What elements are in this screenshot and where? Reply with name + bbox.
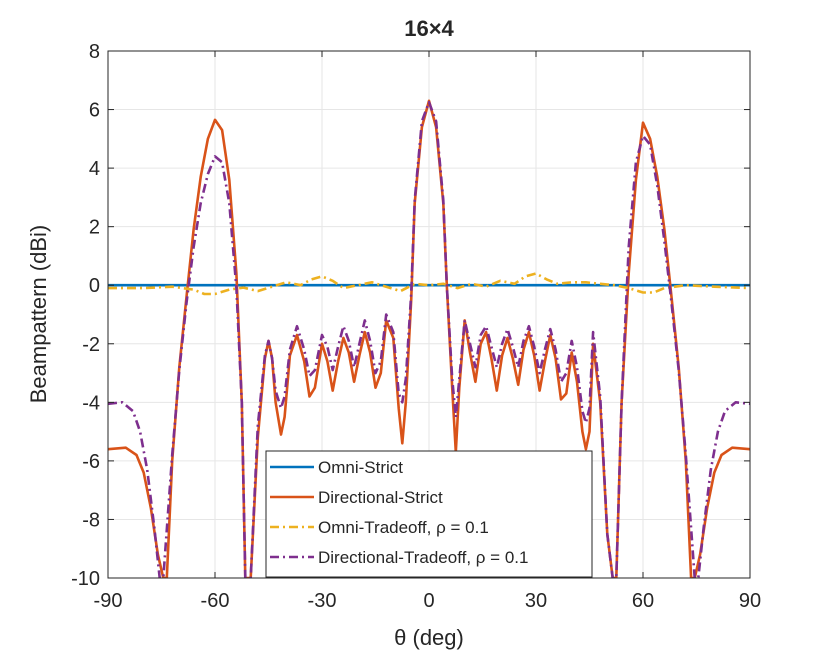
series-omni-tradeoff [108, 272, 750, 296]
series-directional-tradeoff [108, 100, 750, 578]
series-layer [108, 99, 750, 578]
x-tick-label: -60 [201, 590, 230, 612]
y-tick-label: -4 [82, 392, 100, 414]
x-tick-label: -90 [94, 590, 123, 612]
ticks: -90 -60 -30 0 30 60 90 -10 -8 -6 -4 -2 0 2 4 6 8 [71, 41, 761, 612]
y-tick-label: 8 [89, 41, 100, 63]
x-tick-label: 60 [632, 590, 654, 612]
legend-label-directional-tradeoff: Directional-Tradeoff, ρ = 0.1 [318, 548, 528, 567]
y-tick-label: 0 [89, 275, 100, 297]
y-axis-label: Beampattern (dBi) [26, 225, 51, 404]
x-tick-label: 30 [525, 590, 547, 612]
chart-title: 16×4 [404, 16, 454, 41]
y-tick-label: -10 [71, 568, 100, 590]
x-tick-label: 0 [423, 590, 434, 612]
legend-label-omni-tradeoff: Omni-Tradeoff, ρ = 0.1 [318, 518, 489, 537]
x-tick-label: -30 [308, 590, 337, 612]
x-tick-label: 90 [739, 590, 761, 612]
legend-label-omni-strict: Omni-Strict [318, 458, 403, 477]
y-tick-label: 4 [89, 158, 100, 180]
legend: Omni-Strict Directional-Strict Omni-Trad… [265, 450, 593, 578]
legend-label-directional-strict: Directional-Strict [318, 488, 443, 507]
y-tick-label: 6 [89, 100, 100, 122]
legend-box [265, 450, 593, 578]
y-tick-label: -2 [82, 334, 100, 356]
y-tick-label: -6 [82, 451, 100, 473]
x-axis-label: θ (deg) [394, 625, 464, 650]
y-tick-label: -8 [82, 509, 100, 531]
y-tick-label: 2 [89, 217, 100, 239]
